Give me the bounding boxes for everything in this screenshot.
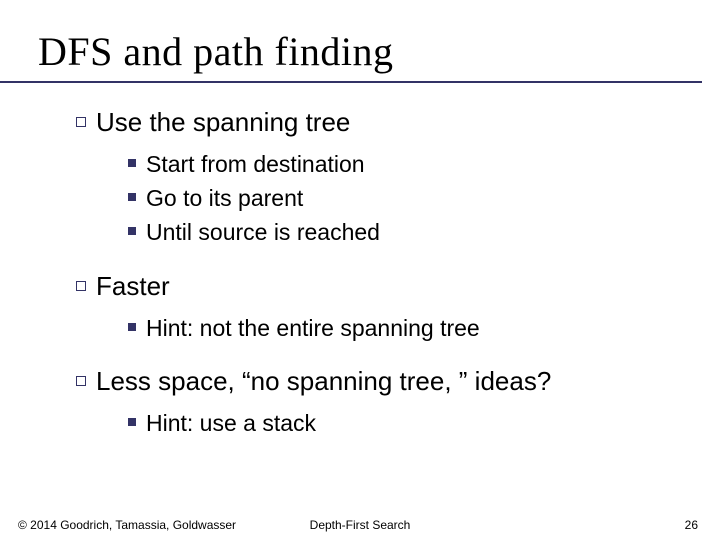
sublist-item: Until source is reached <box>128 216 720 248</box>
sublist-item-label: Hint: not the entire spanning tree <box>146 312 480 344</box>
sublist-item: Go to its parent <box>128 182 720 214</box>
filled-square-bullet-icon <box>128 193 136 201</box>
title-container: DFS and path finding <box>0 0 702 83</box>
list-item-label: Less space, “no spanning tree, ” ideas? <box>96 364 551 399</box>
content-area: Use the spanning tree Start from destina… <box>0 83 720 455</box>
square-bullet-icon <box>76 281 86 291</box>
slide: DFS and path finding Use the spanning tr… <box>0 0 720 540</box>
sublist-item-label: Hint: use a stack <box>146 407 316 439</box>
footer-title: Depth-First Search <box>310 518 411 532</box>
square-bullet-icon <box>76 117 86 127</box>
list-item: Less space, “no spanning tree, ” ideas? … <box>76 364 720 455</box>
footer-copyright: © 2014 Goodrich, Tamassia, Goldwasser <box>0 518 236 532</box>
filled-square-bullet-icon <box>128 323 136 331</box>
sublist: Hint: not the entire spanning tree <box>76 304 720 360</box>
sublist-item-label: Start from destination <box>146 148 365 180</box>
sublist-item-label: Until source is reached <box>146 216 380 248</box>
filled-square-bullet-icon <box>128 227 136 235</box>
list-item-row: Less space, “no spanning tree, ” ideas? <box>76 364 720 399</box>
list-item-row: Use the spanning tree <box>76 105 720 140</box>
filled-square-bullet-icon <box>128 418 136 426</box>
slide-title: DFS and path finding <box>38 28 702 75</box>
list-item-label: Faster <box>96 269 170 304</box>
footer-page-number: 26 <box>685 518 698 532</box>
square-bullet-icon <box>76 376 86 386</box>
list-item: Use the spanning tree Start from destina… <box>76 105 720 265</box>
list-item: Faster Hint: not the entire spanning tre… <box>76 269 720 360</box>
sublist-item: Hint: not the entire spanning tree <box>128 312 720 344</box>
footer: © 2014 Goodrich, Tamassia, Goldwasser De… <box>0 518 720 532</box>
sublist-item: Hint: use a stack <box>128 407 720 439</box>
sublist-item: Start from destination <box>128 148 720 180</box>
list-item-label: Use the spanning tree <box>96 105 350 140</box>
sublist: Hint: use a stack <box>76 399 720 455</box>
list-item-row: Faster <box>76 269 720 304</box>
sublist: Start from destination Go to its parent … <box>76 140 720 265</box>
sublist-item-label: Go to its parent <box>146 182 303 214</box>
filled-square-bullet-icon <box>128 159 136 167</box>
